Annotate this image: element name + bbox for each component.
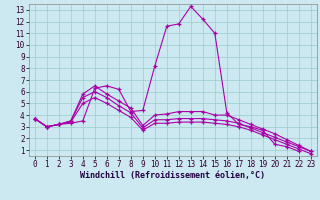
- X-axis label: Windchill (Refroidissement éolien,°C): Windchill (Refroidissement éolien,°C): [80, 171, 265, 180]
